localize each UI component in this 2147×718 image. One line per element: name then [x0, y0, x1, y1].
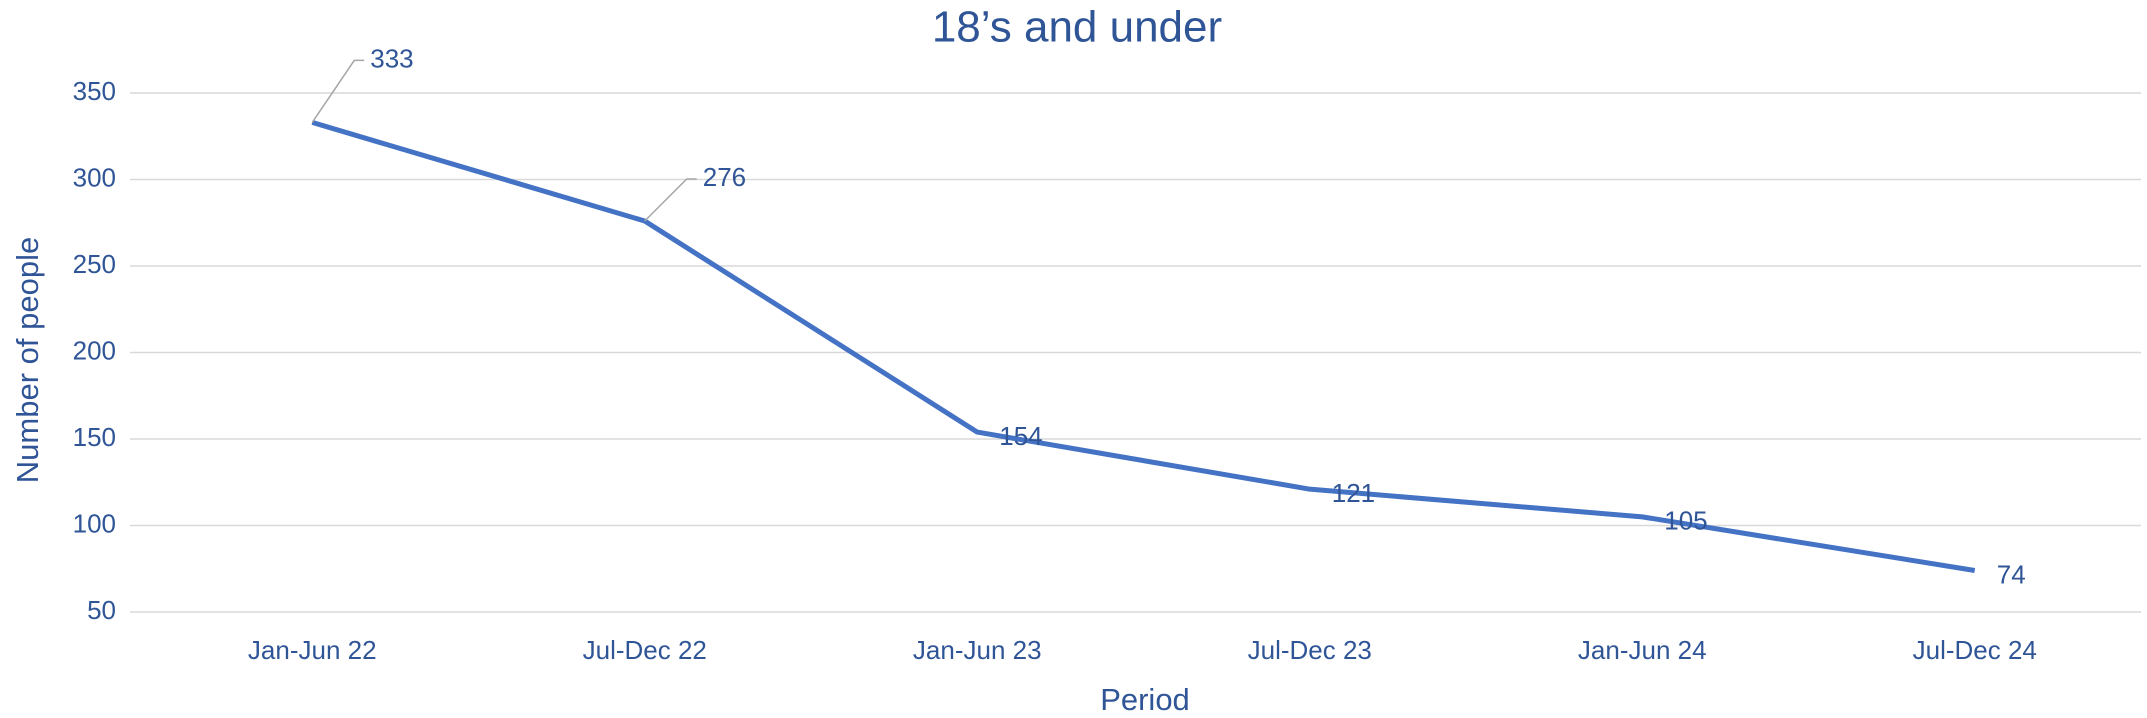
x-tick-label: Jul-Dec 22 [583, 635, 707, 665]
y-tick-label: 50 [87, 595, 116, 625]
x-tick-label: Jul-Dec 24 [1913, 635, 2037, 665]
data-label: 333 [370, 43, 413, 73]
y-tick-label: 150 [73, 422, 116, 452]
leader-line [311, 59, 365, 123]
y-tick-label: 100 [73, 508, 116, 538]
x-tick-label: Jan-Jun 22 [248, 635, 377, 665]
y-axis-label: Number of people [10, 237, 45, 483]
line-series [311, 120, 1976, 573]
y-tick-label: 350 [73, 76, 116, 106]
x-tick-label: Jan-Jun 23 [913, 635, 1042, 665]
data-label: 74 [1997, 559, 2026, 589]
data-label: 105 [1664, 506, 1707, 536]
x-tick-label: Jan-Jun 24 [1578, 635, 1707, 665]
data-label: 276 [703, 162, 746, 192]
x-axis-label: Period [1100, 682, 1190, 717]
data-label: 154 [999, 421, 1042, 451]
chart-title: 18’s and under [932, 3, 1222, 52]
leader-line [644, 178, 697, 222]
y-tick-label: 200 [73, 335, 116, 365]
y-tick-label: 250 [73, 249, 116, 279]
data-label: 121 [1332, 478, 1375, 508]
x-tick-label: Jul-Dec 23 [1248, 635, 1372, 665]
y-tick-label: 300 [73, 162, 116, 192]
